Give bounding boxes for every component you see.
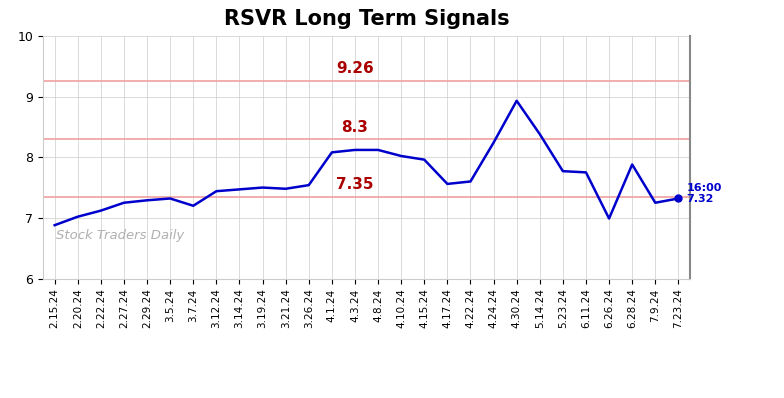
Text: 9.26: 9.26 [336, 61, 374, 76]
Text: 8.3: 8.3 [342, 120, 368, 135]
Title: RSVR Long Term Signals: RSVR Long Term Signals [223, 9, 510, 29]
Text: 7.35: 7.35 [336, 178, 374, 192]
Text: 16:00
7.32: 16:00 7.32 [687, 183, 722, 205]
Text: Stock Traders Daily: Stock Traders Daily [56, 229, 184, 242]
